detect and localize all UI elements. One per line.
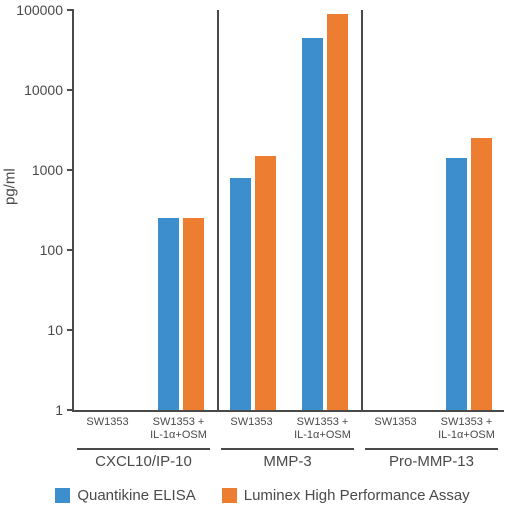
y-tick-label: 100 bbox=[40, 242, 63, 258]
legend-item: Quantikine ELISA bbox=[55, 487, 195, 504]
y-tick-label: 1 bbox=[55, 402, 63, 418]
legend-swatch-icon bbox=[222, 488, 237, 503]
x-minor-label: SW1353 bbox=[72, 416, 143, 429]
plot-area bbox=[72, 10, 504, 412]
x-minor-label: SW1353 bbox=[360, 416, 431, 429]
x-major-label: CXCL10/IP-10 bbox=[72, 453, 215, 470]
legend: Quantikine ELISA Luminex High Performanc… bbox=[0, 487, 525, 504]
bar-series-2 bbox=[255, 156, 276, 410]
x-major-label: Pro-MMP-13 bbox=[360, 453, 503, 470]
bar-pair bbox=[302, 14, 348, 410]
x-minor-label: SW1353 +IL-1α+OSM bbox=[431, 416, 502, 441]
legend-item: Luminex High Performance Assay bbox=[222, 487, 470, 504]
bar-series-2 bbox=[183, 218, 204, 410]
y-tick-label: 1000 bbox=[32, 162, 63, 178]
bar-series-2 bbox=[471, 138, 492, 410]
y-tick-label: 10000 bbox=[24, 82, 63, 98]
y-axis-title: pg/ml bbox=[2, 168, 19, 205]
y-tick-label: 10 bbox=[47, 322, 63, 338]
bar-series-1 bbox=[302, 38, 323, 410]
y-tick-label: 100000 bbox=[16, 2, 63, 18]
x-minor-label: SW1353 +IL-1α+OSM bbox=[287, 416, 358, 441]
legend-swatch-icon bbox=[55, 488, 70, 503]
x-minor-label: SW1353 +IL-1α+OSM bbox=[143, 416, 214, 441]
x-major-underline bbox=[365, 448, 498, 450]
bar-pair bbox=[230, 156, 276, 410]
x-major-label: MMP-3 bbox=[216, 453, 359, 470]
x-minor-label: SW1353 bbox=[216, 416, 287, 429]
bar-series-2 bbox=[327, 14, 348, 410]
legend-label: Luminex High Performance Assay bbox=[244, 487, 470, 504]
x-major-underline bbox=[221, 448, 354, 450]
bar-series-1 bbox=[446, 158, 467, 410]
chart-container: pg/ml 1 10 100 1000 10000 100000 bbox=[0, 0, 525, 525]
bar-series-1 bbox=[158, 218, 179, 410]
group-separator bbox=[217, 10, 219, 410]
bar-pair bbox=[158, 218, 204, 410]
x-major-underline bbox=[77, 448, 210, 450]
group-separator bbox=[361, 10, 363, 410]
bar-pair bbox=[446, 138, 492, 410]
bar-series-1 bbox=[230, 178, 251, 410]
legend-label: Quantikine ELISA bbox=[77, 487, 195, 504]
